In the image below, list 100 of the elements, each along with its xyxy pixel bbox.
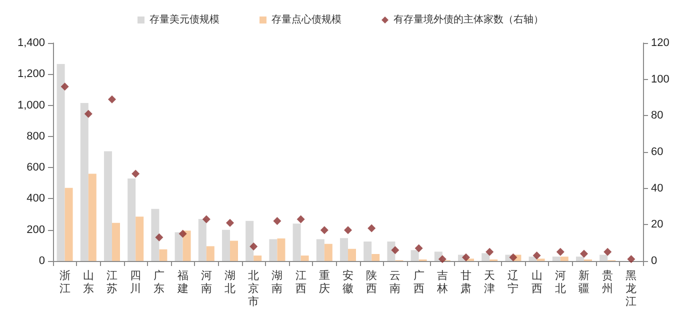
point bbox=[462, 253, 470, 262]
x-tick-label: 浙江 bbox=[59, 269, 70, 295]
point bbox=[155, 233, 164, 242]
bar bbox=[112, 222, 120, 261]
point bbox=[320, 226, 328, 234]
bar bbox=[387, 242, 396, 261]
x-tick-label: 黑龙江 bbox=[626, 269, 637, 308]
bar bbox=[560, 256, 568, 261]
bar bbox=[151, 208, 160, 261]
y2-tick-label: 80 bbox=[651, 110, 664, 122]
point bbox=[250, 242, 258, 250]
point bbox=[344, 226, 352, 234]
bar bbox=[324, 244, 332, 261]
bar bbox=[64, 188, 73, 261]
bar bbox=[340, 238, 348, 261]
point bbox=[108, 95, 116, 104]
y2-tick-label: 100 bbox=[651, 73, 670, 86]
bar bbox=[254, 256, 262, 261]
x-tick-label: 河北 bbox=[554, 269, 566, 295]
point bbox=[84, 110, 92, 118]
bar bbox=[104, 151, 112, 261]
bar bbox=[372, 254, 380, 261]
bar bbox=[269, 239, 278, 261]
bar bbox=[364, 242, 372, 261]
point bbox=[414, 244, 423, 252]
bar bbox=[56, 64, 65, 261]
x-tick-label: 重庆 bbox=[318, 269, 330, 295]
bar bbox=[198, 218, 206, 261]
bar bbox=[128, 178, 136, 261]
y-tick-label: 600 bbox=[26, 162, 45, 174]
x-tick-label: 安徽 bbox=[342, 269, 354, 295]
x-tick-label: 河南 bbox=[200, 269, 212, 295]
y-tick-label: 800 bbox=[26, 130, 45, 142]
x-tick-label: 吉林 bbox=[436, 269, 448, 295]
bar bbox=[182, 230, 191, 261]
bar bbox=[576, 256, 584, 261]
bar bbox=[410, 250, 419, 261]
bar bbox=[80, 102, 88, 261]
point bbox=[132, 170, 140, 178]
bar bbox=[206, 246, 214, 261]
point bbox=[226, 218, 234, 227]
x-tick-label: 福建 bbox=[176, 269, 188, 295]
point bbox=[604, 248, 612, 256]
x-tick-label: 广东 bbox=[154, 269, 165, 295]
point bbox=[532, 252, 541, 260]
x-tick-label: 天津 bbox=[484, 269, 496, 295]
point bbox=[391, 246, 400, 254]
y-tick-label: 200 bbox=[26, 224, 45, 236]
y2-tick-label: 40 bbox=[651, 182, 664, 194]
point bbox=[296, 215, 305, 224]
x-tick-label: 广西 bbox=[413, 269, 424, 295]
x-tick-label: 山西 bbox=[531, 269, 542, 295]
x-tick-label: 云南 bbox=[390, 269, 401, 295]
legend-label: 有存量境外债的主体家数（右轴） bbox=[394, 14, 544, 26]
y-tick-label: 1,200 bbox=[17, 68, 45, 80]
bar bbox=[246, 220, 254, 261]
y2-tick-label: 60 bbox=[651, 146, 664, 158]
point bbox=[273, 217, 282, 226]
legend-label: 存量美元债规模 bbox=[150, 14, 220, 26]
point bbox=[580, 250, 588, 258]
x-tick-label: 湖北 bbox=[224, 269, 236, 295]
point bbox=[627, 255, 636, 264]
point bbox=[368, 224, 376, 232]
bar bbox=[600, 254, 608, 261]
point bbox=[438, 255, 446, 264]
bar bbox=[174, 232, 183, 261]
bar bbox=[222, 230, 230, 261]
x-tick-label: 四川 bbox=[130, 269, 142, 295]
y2-tick-label: 20 bbox=[651, 218, 664, 231]
y-tick-label: 1,000 bbox=[17, 99, 45, 112]
point bbox=[556, 248, 564, 256]
point bbox=[509, 253, 518, 262]
bar bbox=[230, 240, 238, 261]
bar bbox=[482, 253, 490, 261]
point bbox=[202, 215, 210, 224]
point bbox=[60, 82, 69, 91]
bar bbox=[159, 249, 168, 261]
point bbox=[178, 230, 187, 238]
point bbox=[486, 248, 494, 256]
y-tick-label: 0 bbox=[38, 255, 45, 267]
bar bbox=[292, 224, 301, 261]
x-tick-label: 甘肃 bbox=[460, 269, 472, 295]
x-tick-label: 贵州 bbox=[602, 269, 614, 295]
x-tick-label: 江西 bbox=[295, 269, 306, 295]
x-tick-label: 江苏 bbox=[106, 269, 118, 295]
x-tick-label: 北京市 bbox=[248, 269, 260, 308]
bar bbox=[348, 248, 356, 261]
bar bbox=[88, 174, 96, 261]
x-tick-label: 湖南 bbox=[272, 269, 283, 295]
y2-tick-label: 120 bbox=[651, 37, 670, 49]
y-tick-label: 400 bbox=[26, 192, 45, 205]
bar bbox=[316, 239, 324, 261]
x-tick-label: 陕西 bbox=[366, 269, 378, 295]
bar bbox=[300, 256, 309, 261]
bar bbox=[552, 256, 560, 261]
legend-label: 存量点心债规模 bbox=[272, 14, 342, 26]
x-tick-label: 辽宁 bbox=[508, 269, 519, 295]
bar bbox=[277, 238, 286, 261]
bar bbox=[136, 216, 144, 261]
y-tick-label: 1,400 bbox=[17, 37, 45, 49]
